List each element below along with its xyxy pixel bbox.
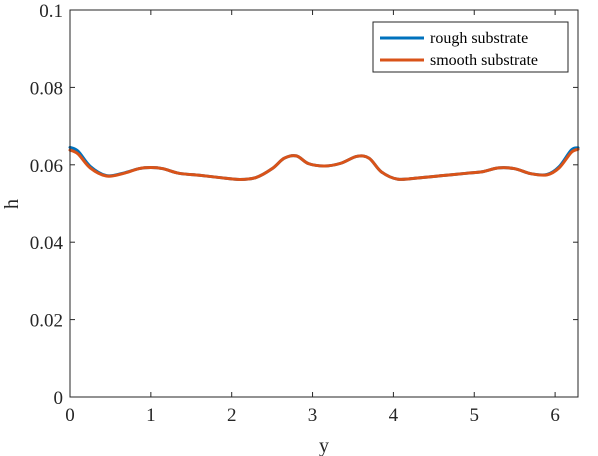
x-tick-label: 5 bbox=[470, 405, 480, 426]
legend-box bbox=[372, 21, 569, 73]
y-tick-label: 0 bbox=[54, 388, 64, 409]
plot-background bbox=[70, 10, 578, 397]
y-tick-label: 0.04 bbox=[30, 233, 64, 254]
x-tick-label: 3 bbox=[308, 405, 318, 426]
y-tick-label: 0.06 bbox=[30, 156, 63, 177]
legend-label-smooth: smooth substrate bbox=[430, 52, 538, 69]
plot-box bbox=[69, 9, 579, 398]
tick-labels: 0 1 2 3 4 5 6 0 0.02 0.04 0.06 0.08 0.1 bbox=[30, 1, 560, 426]
series-layer bbox=[68, 145, 580, 182]
x-axis-label: y bbox=[319, 435, 329, 456]
x-tick-label: 2 bbox=[227, 405, 237, 426]
x-tick-label: 6 bbox=[550, 405, 560, 426]
y-tick-label: 0.02 bbox=[30, 311, 63, 332]
legend: rough substrate smooth substrate bbox=[372, 21, 569, 73]
x-tick-label: 0 bbox=[65, 405, 75, 426]
y-axis-label: h bbox=[1, 199, 23, 209]
x-tick-label: 1 bbox=[146, 405, 156, 426]
legend-label-rough: rough substrate bbox=[430, 30, 528, 47]
x-tick-label: 4 bbox=[389, 405, 399, 426]
y-tick-label: 0.08 bbox=[30, 78, 63, 99]
y-tick-label: 0.1 bbox=[39, 1, 63, 22]
series-line-smooth-substrate bbox=[68, 147, 580, 182]
